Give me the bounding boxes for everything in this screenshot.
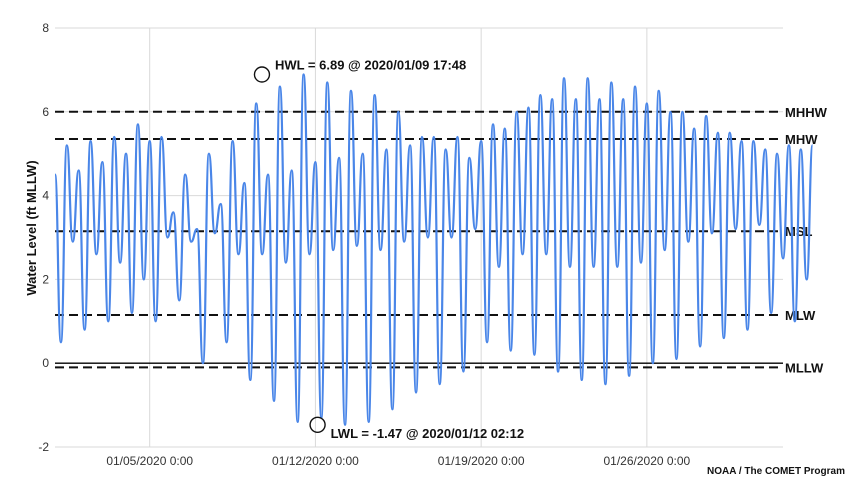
y-tick-label: 6: [42, 105, 49, 119]
x-tick-label: 01/19/2020 0:00: [438, 454, 525, 468]
hwl-annotation: HWL = 6.89 @ 2020/01/09 17:48: [275, 58, 466, 73]
x-tick-label: 01/26/2020 0:00: [603, 454, 690, 468]
y-tick-label: 2: [42, 272, 49, 286]
series-layer: [53, 73, 814, 426]
x-tick-label: 01/05/2020 0:00: [106, 454, 193, 468]
datum-label-mhw: MHW: [785, 132, 818, 147]
tick-layer: 01/05/2020 0:00 01/12/2020 0:00 01/19/2020…: [38, 21, 690, 468]
datum-label-mlw: MLW: [785, 308, 816, 323]
y-tick-label: 4: [42, 189, 49, 203]
lwl-marker: [309, 416, 326, 433]
hwl-marker: [253, 66, 271, 83]
y-tick-label: -2: [38, 440, 49, 454]
y-tick-label: 8: [42, 21, 49, 35]
credit-text: NOAA / The COMET Program: [707, 466, 845, 477]
datum-label-mllw: MLLW: [785, 360, 824, 375]
y-tick-label: 0: [42, 356, 49, 370]
water-level-series-line: [53, 73, 814, 426]
x-tick-label: 01/12/2020 0:00: [272, 454, 359, 468]
datum-label-mhhw: MHHW: [785, 105, 828, 120]
y-axis-label: Water Level (ft MLLW): [24, 160, 39, 295]
annotation-layer: HWL = 6.89 @ 2020/01/09 17:48 LWL = -1.47…: [253, 58, 524, 441]
lwl-annotation: LWL = -1.47 @ 2020/01/12 02:12: [331, 426, 524, 441]
